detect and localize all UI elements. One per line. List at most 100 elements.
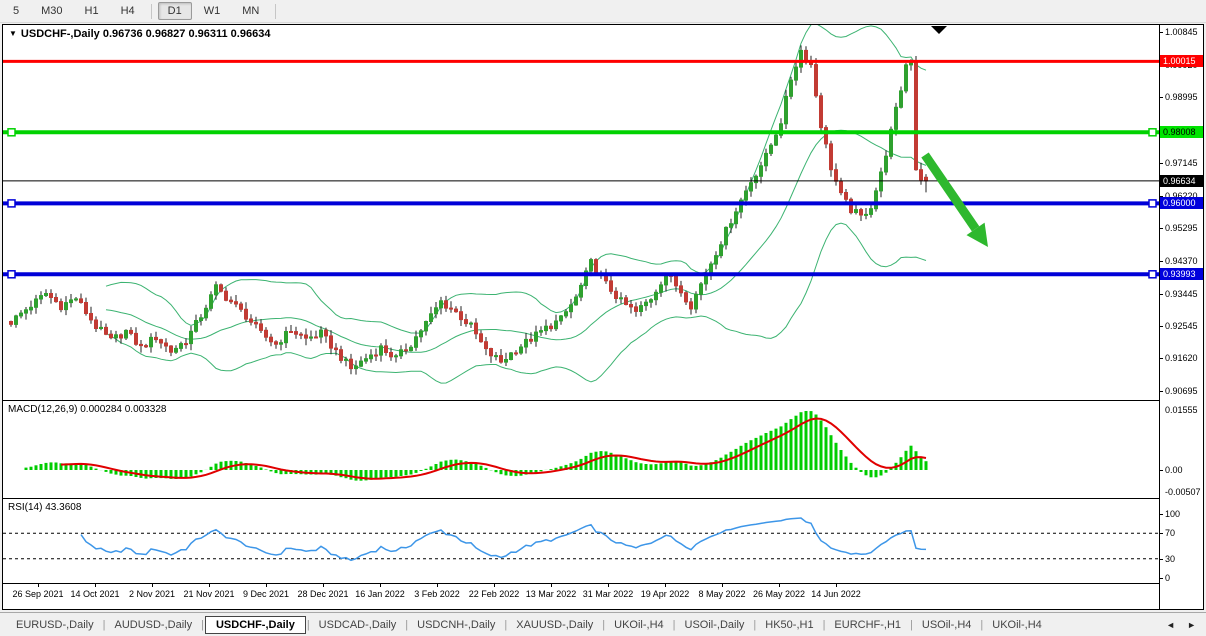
date-tick	[266, 584, 267, 587]
rsi-axis-label: 30	[1165, 554, 1176, 564]
macd-label: MACD(12,26,9) 0.000284 0.003328	[8, 404, 167, 415]
toolbar-separator	[150, 3, 152, 19]
symbol-dropdown-icon[interactable]: ▼	[9, 29, 17, 38]
timeframe-toolbar: 5 M30 H1 H4 D1 W1 MN	[0, 0, 1206, 23]
timeframe-h1[interactable]: H1	[84, 5, 99, 17]
tab-separator: |	[980, 618, 984, 631]
price-badge-1.00015: 1.00015	[1160, 55, 1203, 67]
axis-tick	[1160, 261, 1163, 262]
date-tick	[323, 584, 324, 587]
date-tick	[779, 584, 780, 587]
pane-divider[interactable]	[3, 400, 1159, 401]
date-tick	[836, 584, 837, 587]
axis-tick	[1160, 196, 1163, 197]
tab-eurusd-daily[interactable]: EURUSD-,Daily	[16, 618, 94, 631]
date-label: 26 May 2022	[752, 589, 806, 599]
marker-triangle-icon	[931, 26, 947, 34]
trend-arrow-shaft[interactable]	[921, 152, 980, 232]
macd-indicator-pane[interactable]	[3, 401, 1159, 498]
axis-tick	[1160, 326, 1163, 327]
rsi-label: RSI(14) 43.3608	[8, 502, 82, 513]
axis-tick-label: 0.95295	[1165, 223, 1198, 233]
tab-usdchf-daily[interactable]: USDCHF-,Daily	[204, 615, 306, 634]
macd-axis-label: -0.00507	[1165, 487, 1201, 497]
tab-ukoil-h4[interactable]: UKOil-,H4	[992, 618, 1042, 631]
bollinger-lower-band	[105, 222, 927, 384]
support-line-blue-09399-handle[interactable]	[7, 270, 16, 279]
axis-tick	[1160, 578, 1163, 579]
axis-tick-label: 0.92545	[1165, 321, 1198, 331]
tab-scroll-left-icon[interactable]: ◄	[1166, 619, 1176, 630]
price-badge-0.93993: 0.93993	[1160, 268, 1203, 280]
tab-usoil-daily[interactable]: USOil-,Daily	[684, 618, 745, 631]
date-label: 31 Mar 2022	[582, 589, 634, 599]
date-label: 14 Jun 2022	[811, 589, 861, 599]
date-tick	[608, 584, 609, 587]
axis-tick	[1160, 228, 1163, 229]
axis-tick	[1160, 470, 1163, 471]
tab-xauusd-daily[interactable]: XAUUSD-,Daily	[516, 618, 594, 631]
tab-separator: |	[102, 618, 106, 631]
price-axis: 1.008450.999200.989950.971450.962200.952…	[1159, 25, 1203, 609]
tab-separator: |	[753, 618, 757, 631]
pane-divider[interactable]	[3, 498, 1159, 499]
rsi-axis-label: 0	[1165, 573, 1171, 583]
tab-scroll-right-icon[interactable]: ►	[1187, 619, 1196, 630]
date-label: 3 Feb 2022	[414, 589, 460, 599]
rsi-axis-label: 70	[1165, 528, 1176, 538]
timeframe-h4[interactable]: H4	[120, 5, 135, 17]
date-label: 19 Apr 2022	[640, 589, 690, 599]
candlestick-series	[9, 45, 928, 375]
timeframe-m30[interactable]: M30	[41, 5, 63, 17]
price-badge-0.96634: 0.96634	[1160, 175, 1203, 187]
chart-ohlc-values: 0.96736 0.96827 0.96311 0.96634	[102, 28, 271, 40]
tab-separator: |	[602, 618, 606, 631]
timeframe-mn[interactable]: MN	[242, 5, 260, 17]
axis-tick-label: 0.96220	[1165, 191, 1198, 201]
timeframe-5[interactable]: 5	[13, 5, 20, 17]
tab-separator: |	[306, 618, 310, 631]
macd-signal-line	[60, 417, 927, 480]
axis-tick	[1160, 514, 1163, 515]
tab-separator: |	[672, 618, 676, 631]
timeframe-w1[interactable]: W1	[203, 5, 221, 17]
axis-tick-label: 0.90695	[1165, 386, 1198, 396]
timeframe-d1[interactable]: D1	[157, 2, 192, 20]
support-line-green-handle[interactable]	[1148, 128, 1157, 137]
price-badge-0.96000: 0.96000	[1160, 197, 1203, 209]
main-price-chart[interactable]	[3, 25, 1159, 399]
date-label: 22 Feb 2022	[468, 589, 520, 599]
pane-divider	[3, 583, 1159, 584]
tab-ukoil-h4[interactable]: UKOil-,H4	[614, 618, 664, 631]
chart-tab-bar: EURUSD-,Daily | AUDUSD-,Daily | USDCHF-,Dail…	[0, 612, 1206, 636]
trend-arrow-head[interactable]	[966, 222, 989, 247]
date-tick	[209, 584, 210, 587]
bollinger-middle-band	[105, 129, 927, 353]
axis-tick	[1160, 533, 1163, 534]
support-line-blue-09399-handle[interactable]	[1148, 270, 1157, 279]
tab-separator: |	[822, 618, 826, 631]
chart-title: ▼ USDCHF-,Daily 0.96736 0.96827 0.96311 0…	[9, 28, 270, 40]
axis-tick-label: 0.91620	[1165, 353, 1198, 363]
axis-tick	[1160, 391, 1163, 392]
tab-audusd-daily[interactable]: AUDUSD-,Daily	[114, 618, 193, 631]
tab-separator: |	[405, 618, 409, 631]
tab-eurchf-h1[interactable]: EURCHF-,H1	[834, 618, 902, 631]
support-line-blue-096-handle[interactable]	[7, 199, 16, 208]
axis-tick-label: 0.97145	[1165, 158, 1198, 168]
rsi-indicator-pane[interactable]	[3, 499, 1159, 584]
axis-tick	[1160, 358, 1163, 359]
axis-tick-label: 0.98995	[1165, 92, 1198, 102]
support-line-green-handle[interactable]	[7, 128, 16, 137]
tab-separator: |	[201, 618, 204, 631]
date-tick	[437, 584, 438, 587]
date-tick	[665, 584, 666, 587]
support-line-blue-096-handle[interactable]	[1148, 199, 1157, 208]
date-tick	[38, 584, 39, 587]
tab-usoil-h4[interactable]: USOil-,H4	[921, 618, 972, 631]
tab-usdcnh-daily[interactable]: USDCNH-,Daily	[417, 618, 496, 631]
axis-tick-label: 1.00845	[1165, 27, 1198, 37]
tab-usdcad-daily[interactable]: USDCAD-,Daily	[318, 618, 397, 631]
tab-hk50-h1[interactable]: HK50-,H1	[765, 618, 814, 631]
date-tick	[494, 584, 495, 587]
